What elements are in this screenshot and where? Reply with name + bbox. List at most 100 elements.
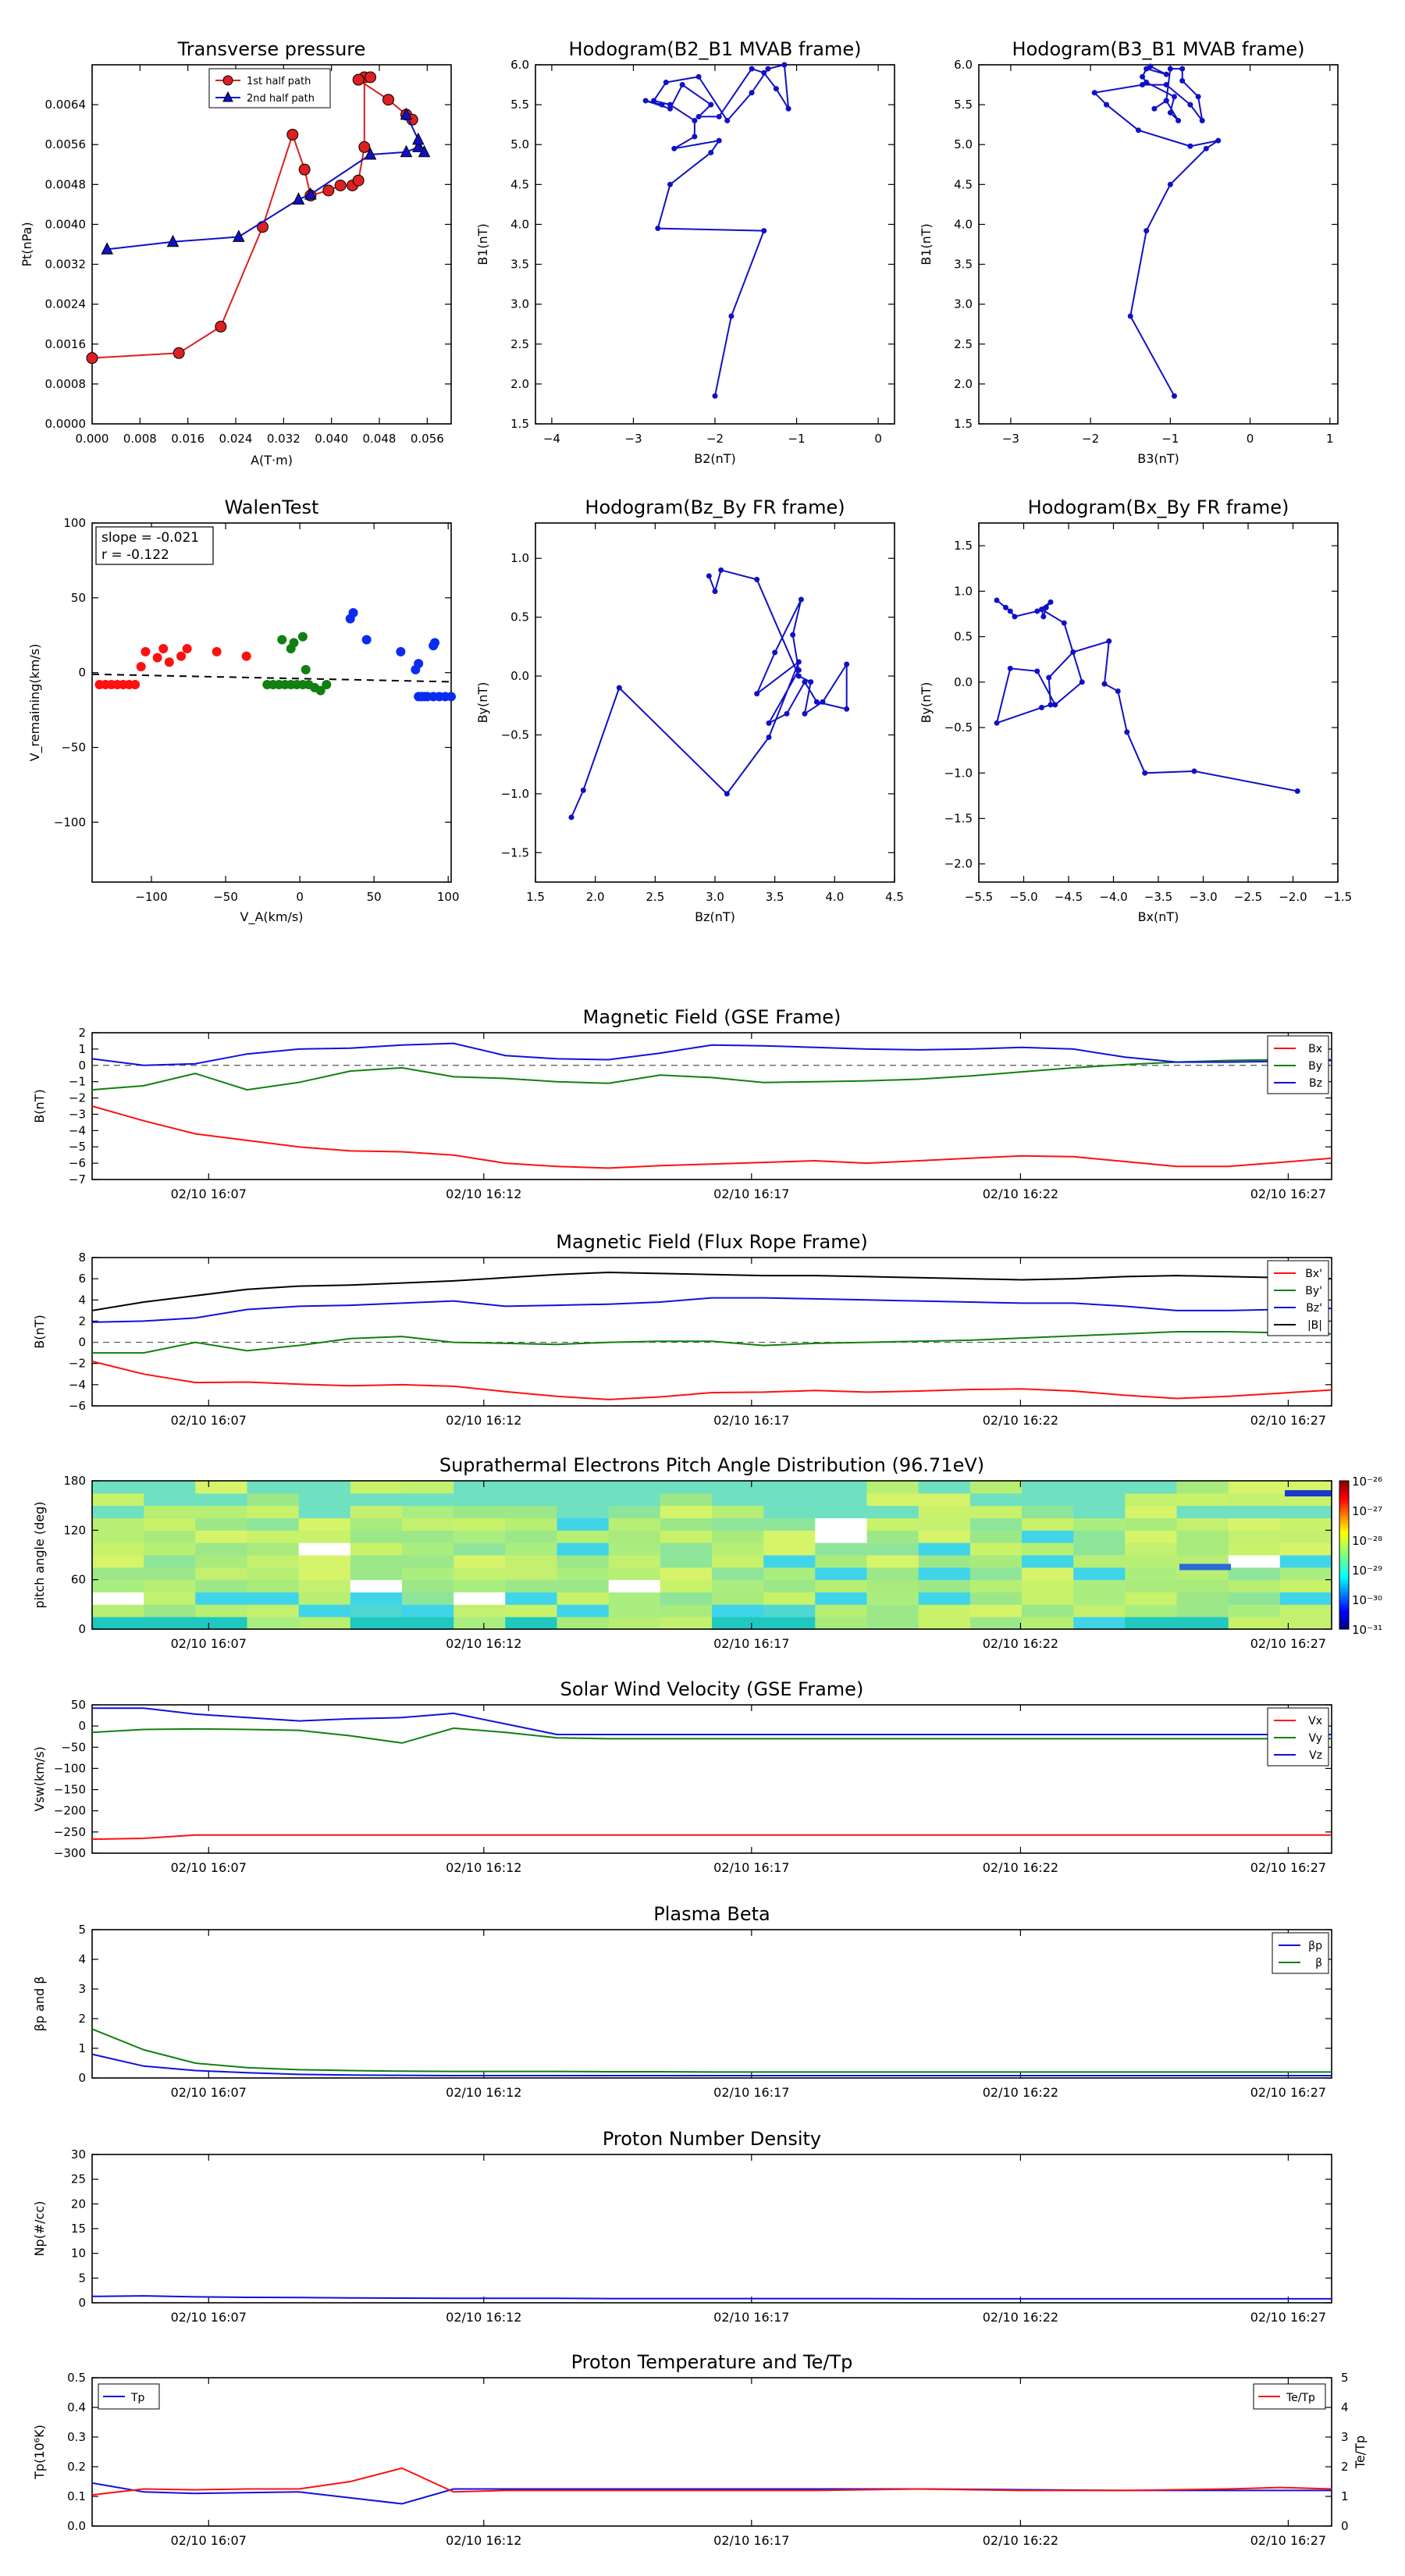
sw-legend-label: Vz xyxy=(1309,1749,1322,1762)
np-ylabel: Np(#/cc) xyxy=(32,2201,47,2257)
pad-cell xyxy=(402,1517,454,1531)
pad-cell xyxy=(247,1505,300,1518)
pad-cell xyxy=(247,1604,300,1617)
h4-point xyxy=(1034,668,1040,674)
h2-axes-frame xyxy=(978,64,1339,425)
h4-ytick-label: 0.5 xyxy=(954,630,973,644)
pad-cell xyxy=(866,1530,919,1543)
pad-cell xyxy=(1022,1505,1074,1518)
pad-cell xyxy=(712,1542,764,1556)
h3-ytick-label: −0.5 xyxy=(501,728,529,742)
h4-point xyxy=(1046,674,1052,681)
pad-cell xyxy=(454,1505,506,1518)
h2-point xyxy=(1179,77,1186,84)
pad-cell xyxy=(1125,1481,1177,1494)
pad-cell xyxy=(815,1505,867,1518)
pad-cell xyxy=(1073,1542,1126,1556)
pad-cell xyxy=(195,1555,247,1568)
pad-cell xyxy=(1228,1517,1281,1531)
sw-ytick-label: 0 xyxy=(78,1719,86,1733)
h2-ytick-label: 4.0 xyxy=(954,217,973,231)
pad-cell xyxy=(969,1542,1023,1556)
pad-cell xyxy=(402,1617,454,1630)
pad-ytick-label: 180 xyxy=(63,1474,86,1488)
pad-cell xyxy=(298,1505,351,1518)
h3-axes-frame xyxy=(535,522,895,883)
tp2-legend-label: Te/Tp xyxy=(1286,2392,1315,2404)
tp2-title: Proton Temperature and Te/Tp xyxy=(571,2351,853,2373)
walen-fit-line xyxy=(91,673,452,683)
pad-cell xyxy=(195,1567,247,1581)
h2-point xyxy=(1104,101,1110,108)
pad-cell xyxy=(712,1493,764,1507)
tp-point xyxy=(364,147,377,160)
pad-cell xyxy=(195,1530,247,1543)
pad-cell xyxy=(1125,1505,1177,1518)
h1-point xyxy=(642,98,649,104)
pad-cell xyxy=(92,1542,144,1556)
tp2-y2tick-label: 3 xyxy=(1341,2430,1349,2444)
fr-ytick-label: −2 xyxy=(69,1357,86,1371)
mag-title: Magnetic Field (GSE Frame) xyxy=(583,1006,841,1028)
h1-xtick-label: −1 xyxy=(788,432,805,446)
pad-colorbar-tick: 10⁻³¹ xyxy=(1352,1623,1382,1637)
tp2-xtick-label: 02/10 16:12 xyxy=(446,2533,521,2548)
h3-xtick-label: 2.0 xyxy=(586,890,605,904)
h3-ytick-label: 0.0 xyxy=(510,669,529,683)
walen-point xyxy=(430,638,440,648)
h1-ytick-label: 3.0 xyxy=(510,297,529,311)
tp-axes-frame xyxy=(91,64,452,425)
h2-point xyxy=(1163,71,1169,77)
tp-legend-swatch xyxy=(222,75,233,86)
pad-cell xyxy=(402,1530,454,1543)
h3-ytick-label: 1.0 xyxy=(510,551,529,565)
h3-point xyxy=(795,667,802,674)
pad-cell xyxy=(1176,1542,1229,1556)
tp-legend-label: 1st half path xyxy=(247,76,311,87)
pad-cell xyxy=(1125,1604,1177,1617)
pad-cell xyxy=(1228,1617,1281,1630)
mag-ytick-label: −3 xyxy=(69,1107,86,1121)
fr-xtick-label: 02/10 16:17 xyxy=(713,1413,789,1428)
h3-point xyxy=(795,673,802,679)
h2-xlabel: B3(nT) xyxy=(1137,451,1179,466)
pad-cell xyxy=(557,1604,610,1617)
beta-axes-frame xyxy=(91,1929,1332,2079)
mag-ytick-label: −2 xyxy=(69,1091,86,1105)
h4-xtick-label: −5.5 xyxy=(965,890,993,904)
pad-cell xyxy=(763,1542,816,1556)
walen-point xyxy=(301,664,311,674)
tp2-xtick-label: 02/10 16:22 xyxy=(983,2533,1058,2548)
pad-cell xyxy=(505,1505,557,1518)
pad-cell xyxy=(918,1567,971,1581)
pad-cell xyxy=(712,1604,764,1617)
h3-point xyxy=(616,685,622,691)
pad-cell xyxy=(1176,1592,1229,1605)
pad-xtick-label: 02/10 16:22 xyxy=(983,1636,1058,1651)
mag-ytick-label: 2 xyxy=(78,1026,86,1040)
pad-cell xyxy=(1073,1481,1126,1494)
h4-xtick-label: −4.5 xyxy=(1055,890,1083,904)
tp2-ytick-label: 0.4 xyxy=(67,2400,86,2414)
pad-cell xyxy=(247,1517,300,1531)
h4-point xyxy=(1070,649,1076,655)
pad-xtick-label: 02/10 16:12 xyxy=(446,1636,521,1651)
np-xtick-label: 02/10 16:17 xyxy=(713,2310,789,2325)
np-ytick-label: 25 xyxy=(71,2172,86,2186)
pad-cell xyxy=(608,1493,661,1507)
walen-point xyxy=(277,635,287,645)
h3-point xyxy=(844,661,850,667)
h2-ylabel: B1(nT) xyxy=(919,223,934,265)
tp-ytick-label: 0.0064 xyxy=(45,98,87,112)
h3-point xyxy=(568,814,574,820)
pad-cell xyxy=(195,1617,247,1630)
h1-point xyxy=(716,137,722,144)
pad-cell xyxy=(763,1505,816,1518)
h3-point xyxy=(580,787,586,793)
tp2-legend-label: Tp xyxy=(130,2392,145,2404)
pad-cell xyxy=(1125,1517,1177,1531)
pad-cell xyxy=(608,1567,661,1581)
pad-cell xyxy=(557,1592,610,1605)
fr-ytick-label: 4 xyxy=(78,1293,86,1307)
beta-ytick-label: 5 xyxy=(78,1923,86,1937)
